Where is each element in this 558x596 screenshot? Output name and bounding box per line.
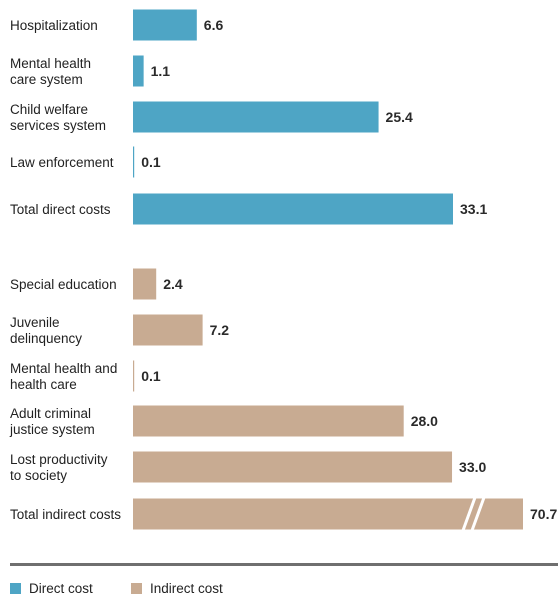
category-label-lost-productivity-to-society: Lost productivity <box>10 452 108 467</box>
value-label-juvenile-delinquency: 7.2 <box>210 322 230 338</box>
axis-break-mark <box>461 496 477 532</box>
category-label-hospitalization: Hospitalization <box>10 18 98 33</box>
bar-total-indirect-costs <box>133 498 523 530</box>
value-label-child-welfare-services-system: 25.4 <box>386 109 413 125</box>
value-label-hospitalization: 6.6 <box>204 17 224 33</box>
bar-mental-health-care-system <box>133 55 144 87</box>
bar-lost-productivity-to-society <box>133 451 453 483</box>
legend-label-direct-cost: Direct cost <box>29 581 93 596</box>
value-label-law-enforcement: 0.1 <box>141 154 161 170</box>
value-label-total-direct-costs: 33.1 <box>460 201 487 217</box>
value-label-adult-criminal-justice-system: 28.0 <box>411 413 438 429</box>
category-label-mental-health-care-system: Mental health <box>10 56 91 71</box>
value-label-mental-health-and-health-care: 0.1 <box>141 368 161 384</box>
value-label-lost-productivity-to-society: 33.0 <box>459 459 486 475</box>
category-label-special-education: Special education <box>10 277 117 292</box>
value-label-mental-health-care-system: 1.1 <box>151 63 171 79</box>
category-label-juvenile-delinquency: delinquency <box>10 331 82 346</box>
category-label-adult-criminal-justice-system: Adult criminal <box>10 406 91 421</box>
bar-special-education <box>133 268 157 300</box>
bar-total-direct-costs <box>133 193 453 225</box>
category-label-child-welfare-services-system: services system <box>10 118 106 133</box>
bar-child-welfare-services-system <box>133 101 379 133</box>
legend-swatch-indirect-cost <box>131 583 142 594</box>
bar-adult-criminal-justice-system <box>133 405 404 437</box>
category-label-mental-health-and-health-care: Mental health and <box>10 361 117 376</box>
category-label-mental-health-care-system: care system <box>10 72 83 87</box>
value-label-special-education: 2.4 <box>163 276 183 292</box>
value-label-total-indirect-costs: 70.7 <box>530 506 557 522</box>
axis-break-mark <box>470 496 486 532</box>
bar-mental-health-and-health-care <box>133 360 135 392</box>
category-label-mental-health-and-health-care: health care <box>10 377 77 392</box>
legend-swatch-direct-cost <box>10 583 21 594</box>
bar-hospitalization <box>133 9 197 41</box>
category-label-law-enforcement: Law enforcement <box>10 155 114 170</box>
bar-law-enforcement <box>133 146 135 178</box>
category-label-adult-criminal-justice-system: justice system <box>9 422 95 437</box>
category-label-lost-productivity-to-society: to society <box>10 468 67 483</box>
bar-juvenile-delinquency <box>133 314 203 346</box>
category-label-total-direct-costs: Total direct costs <box>10 202 111 217</box>
category-label-total-indirect-costs: Total indirect costs <box>10 507 121 522</box>
legend-label-indirect-cost: Indirect cost <box>150 581 223 596</box>
category-label-juvenile-delinquency: Juvenile <box>10 315 60 330</box>
chart-separator-line <box>10 563 558 566</box>
category-label-child-welfare-services-system: Child welfare <box>10 102 88 117</box>
